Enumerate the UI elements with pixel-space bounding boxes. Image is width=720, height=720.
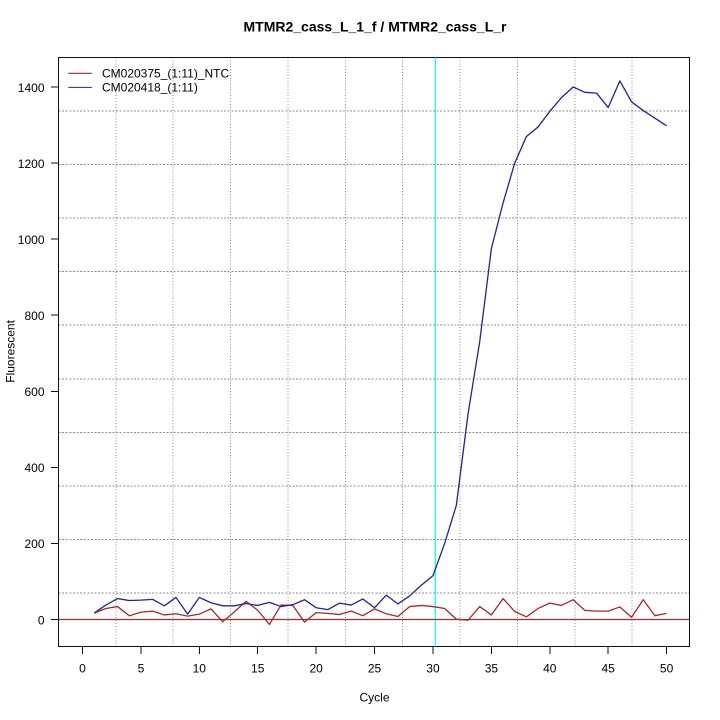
svg-text:Cycle: Cycle (359, 690, 389, 704)
svg-text:10: 10 (193, 662, 207, 676)
svg-text:1000: 1000 (18, 233, 45, 247)
svg-text:800: 800 (24, 309, 44, 323)
svg-text:15: 15 (251, 662, 265, 676)
svg-text:5: 5 (138, 662, 145, 676)
svg-text:MTMR2_cass_L_1_f / MTMR2_cass_: MTMR2_cass_L_1_f / MTMR2_cass_L_r (243, 19, 507, 35)
svg-text:50: 50 (660, 662, 674, 676)
svg-text:35: 35 (485, 662, 499, 676)
svg-text:Fluorescent: Fluorescent (4, 319, 18, 382)
svg-text:1200: 1200 (18, 157, 45, 171)
svg-text:400: 400 (24, 461, 44, 475)
svg-text:0: 0 (38, 613, 45, 627)
svg-text:45: 45 (602, 662, 616, 676)
svg-text:20: 20 (309, 662, 323, 676)
svg-text:30: 30 (426, 662, 440, 676)
svg-text:25: 25 (368, 662, 382, 676)
svg-text:600: 600 (24, 385, 44, 399)
svg-text:0: 0 (79, 662, 86, 676)
svg-text:CM020418_(1:11): CM020418_(1:11) (102, 81, 198, 95)
svg-text:40: 40 (543, 662, 557, 676)
svg-text:CM020375_(1:11)_NTC: CM020375_(1:11)_NTC (102, 67, 230, 81)
svg-text:1400: 1400 (18, 81, 45, 95)
svg-text:200: 200 (24, 537, 44, 551)
